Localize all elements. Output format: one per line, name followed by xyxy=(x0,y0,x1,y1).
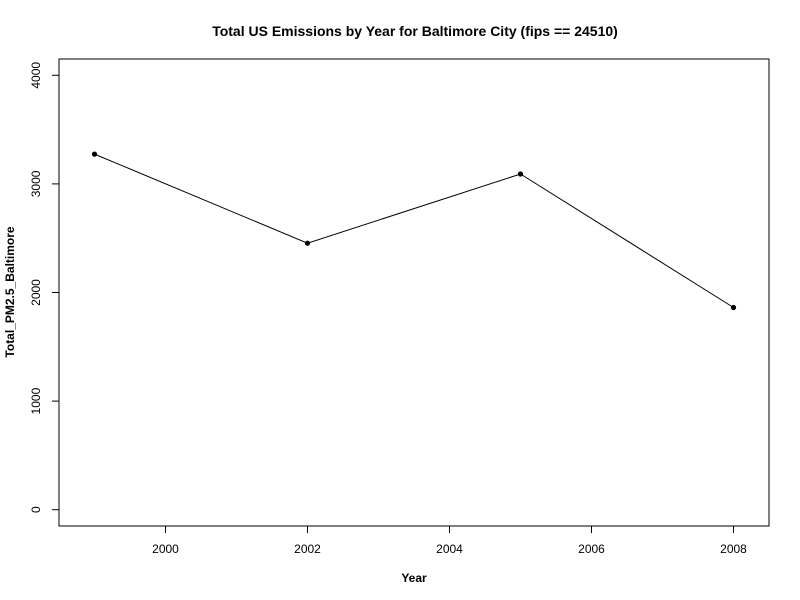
x-axis: 2000 2002 2004 2006 2008 xyxy=(152,525,747,556)
plot-frame xyxy=(58,58,770,527)
y-axis: 0 1000 2000 3000 4000 xyxy=(29,62,60,513)
x-tick-label: 2004 xyxy=(436,542,463,556)
chart-title: Total US Emissions by Year for Baltimore… xyxy=(212,23,618,39)
y-tick-label: 1000 xyxy=(29,387,43,414)
data-point xyxy=(517,171,524,177)
y-tick-label: 2000 xyxy=(29,279,43,306)
x-axis-title: Year xyxy=(401,571,427,585)
series-line xyxy=(94,153,734,308)
x-tick-label: 2000 xyxy=(152,542,179,556)
data-point xyxy=(304,240,311,246)
series-layer xyxy=(91,151,737,311)
y-axis-title: Total_PM2.5_Baltimore xyxy=(3,226,17,357)
x-tick-label: 2006 xyxy=(578,542,605,556)
y-tick-label: 4000 xyxy=(29,62,43,89)
x-tick-label: 2008 xyxy=(720,542,747,556)
x-tick-label: 2002 xyxy=(294,542,321,556)
data-point xyxy=(730,304,737,311)
y-tick-label: 3000 xyxy=(29,170,43,197)
y-tick-label: 0 xyxy=(29,506,43,513)
data-point xyxy=(91,151,98,157)
